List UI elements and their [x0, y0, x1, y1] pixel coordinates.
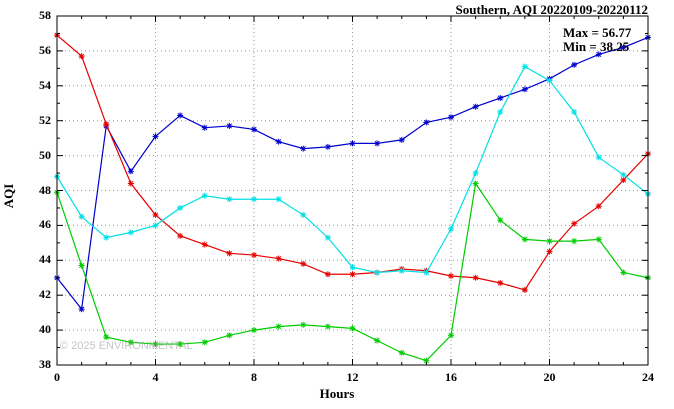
x-tick-label: 16: [445, 370, 457, 384]
y-tick-label: 48: [39, 182, 51, 197]
chart-title: Southern, AQI 20220109-20220112: [455, 2, 649, 17]
y-tick-label: 54: [39, 77, 51, 92]
y-tick-label: 52: [39, 112, 51, 127]
y-tick-label: 58: [39, 8, 51, 22]
x-tick-label: 0: [54, 370, 60, 384]
y-tick-label: 50: [39, 147, 51, 162]
x-tick-label: 20: [543, 370, 556, 384]
y-tick-label: 40: [39, 322, 51, 337]
y-tick-label: 56: [39, 42, 51, 57]
x-tick-label: 24: [642, 370, 654, 384]
watermark: © 2025 ENVIRONMENTAL: [60, 340, 193, 352]
y-tick-label: 42: [39, 287, 51, 302]
y-tick-label: 46: [39, 217, 51, 232]
y-tick-label: 44: [39, 252, 51, 267]
max-annotation: Max = 56.77: [563, 25, 632, 40]
x-tick-label: 12: [346, 370, 359, 384]
x-tick-label: 4: [152, 370, 159, 384]
x-tick-label: 8: [251, 370, 257, 384]
y-tick-label: 38: [39, 357, 51, 371]
min-annotation: Min = 38.25: [563, 39, 630, 54]
x-axis-label: Hours: [319, 386, 355, 401]
